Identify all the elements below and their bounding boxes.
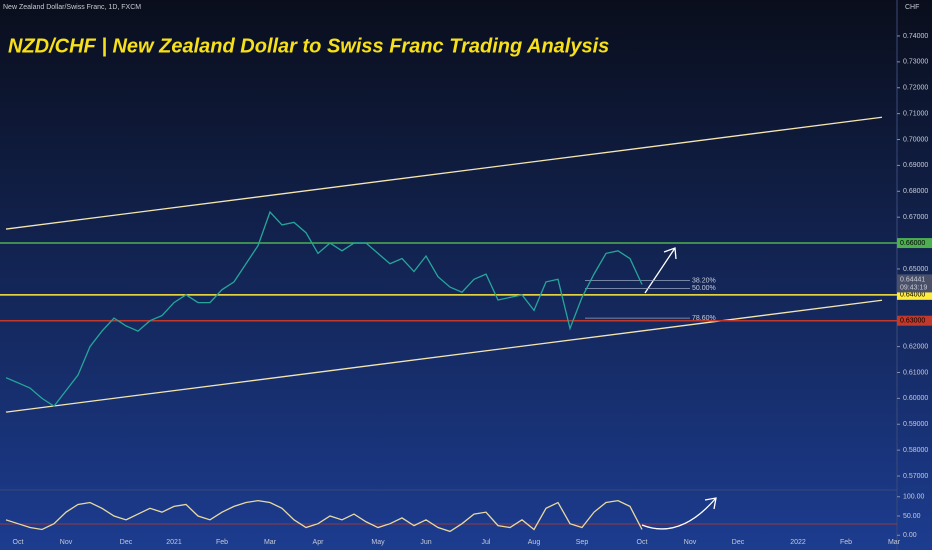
chart-title: NZD/CHF | New Zealand Dollar to Swiss Fr… bbox=[8, 35, 609, 57]
x-tick-label: Nov bbox=[684, 539, 697, 546]
y-tick-label: 0.70000 bbox=[903, 136, 928, 143]
x-tick-label: Dec bbox=[732, 539, 745, 546]
y-tick-label: 0.74000 bbox=[903, 33, 928, 40]
fib-label: 38.20% bbox=[692, 277, 716, 284]
y-tick-label: 0.68000 bbox=[903, 188, 928, 195]
x-tick-label: Feb bbox=[216, 539, 228, 546]
currency: CHF bbox=[905, 4, 919, 11]
price-line bbox=[5, 210, 643, 408]
x-tick-label: Apr bbox=[313, 539, 325, 546]
x-tick-label: Jul bbox=[482, 539, 491, 546]
level-tag bbox=[897, 315, 932, 326]
fib-label: 78.60% bbox=[692, 315, 716, 322]
oscillator-line bbox=[5, 499, 643, 533]
x-tick-label: Mar bbox=[888, 539, 901, 546]
arrow bbox=[641, 497, 717, 530]
x-tick-label: Mar bbox=[264, 539, 277, 546]
y-tick-label: 0.57000 bbox=[903, 473, 928, 480]
level-label: 0.63000 bbox=[900, 318, 925, 325]
x-tick-label: Sep bbox=[576, 539, 589, 546]
price-tag bbox=[897, 274, 932, 293]
trendline bbox=[5, 299, 883, 413]
x-tick-label: Oct bbox=[637, 539, 648, 546]
x-tick-label: Dec bbox=[120, 539, 133, 546]
osc-tick-label: 100.00 bbox=[903, 494, 925, 501]
y-tick-label: 0.58000 bbox=[903, 447, 928, 454]
x-tick-label: Jun bbox=[420, 539, 431, 546]
y-tick-label: 0.60000 bbox=[903, 395, 928, 402]
y-tick-label: 0.67000 bbox=[903, 214, 928, 221]
fib-label: 50.00% bbox=[692, 285, 716, 292]
y-tick-label: 0.62000 bbox=[903, 343, 928, 350]
level-label: 0.64000 bbox=[900, 292, 925, 299]
level-tag bbox=[897, 238, 932, 249]
x-tick-label: Aug bbox=[528, 539, 541, 546]
level-label: 0.66000 bbox=[900, 240, 925, 247]
osc-tick-label: 0.00 bbox=[903, 532, 917, 539]
arrow bbox=[644, 247, 677, 294]
osc-tick-label: 50.00 bbox=[903, 513, 921, 520]
y-tick-label: 0.65000 bbox=[903, 266, 928, 273]
y-tick-label: 0.72000 bbox=[903, 85, 928, 92]
x-tick-label: Nov bbox=[60, 539, 73, 546]
x-tick-label: May bbox=[371, 539, 385, 546]
y-tick-label: 0.61000 bbox=[903, 369, 928, 376]
x-tick-label: Oct bbox=[13, 539, 24, 546]
y-tick-label: 0.69000 bbox=[903, 162, 928, 169]
y-tick-label: 0.73000 bbox=[903, 59, 928, 66]
chart-header: New Zealand Dollar/Swiss Franc, 1D, FXCM bbox=[3, 4, 141, 11]
y-tick-label: 0.59000 bbox=[903, 421, 928, 428]
x-tick-label: 2022 bbox=[790, 539, 806, 546]
y-tick-label: 0.71000 bbox=[903, 110, 928, 117]
level-tag bbox=[897, 289, 932, 300]
x-tick-label: Feb bbox=[840, 539, 852, 546]
trendline bbox=[5, 116, 883, 230]
price-label: 0.64441 bbox=[900, 276, 925, 283]
countdown: 09:43:19 bbox=[900, 284, 927, 291]
x-tick-label: 2021 bbox=[166, 539, 182, 546]
